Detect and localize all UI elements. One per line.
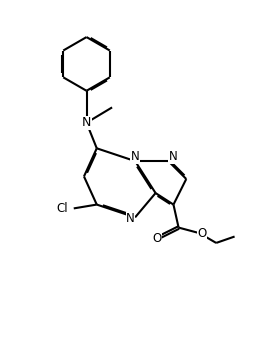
Text: Cl: Cl <box>56 202 68 215</box>
Text: N: N <box>126 212 135 225</box>
Text: O: O <box>198 227 207 241</box>
Text: N: N <box>82 116 91 129</box>
Text: N: N <box>168 150 177 163</box>
Text: N: N <box>131 150 139 163</box>
Text: O: O <box>152 232 161 245</box>
